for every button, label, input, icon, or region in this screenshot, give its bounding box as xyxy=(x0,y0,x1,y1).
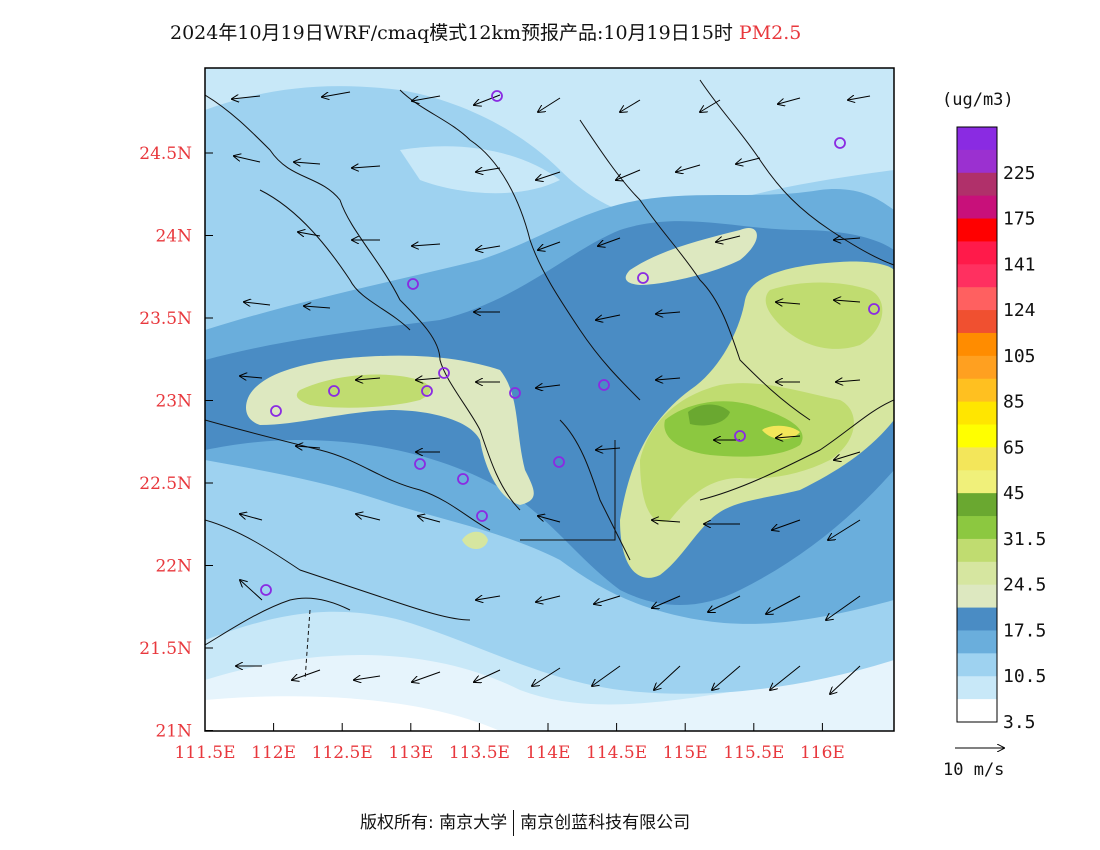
colorbar-swatch xyxy=(957,127,997,151)
colorbar-swatch xyxy=(957,424,997,448)
colorbar-label: 225 xyxy=(1003,163,1036,184)
lat-tick-label: 23.5N xyxy=(139,309,192,329)
colorbar-swatch xyxy=(957,447,997,471)
colorbar-frame xyxy=(956,126,998,723)
station-markers xyxy=(260,90,880,596)
colorbar-label: 31.5 xyxy=(1003,529,1046,550)
lat-tick-label: 24.5N xyxy=(139,144,192,164)
lat-tick-label: 21.5N xyxy=(139,639,192,659)
colorbar-label: 85 xyxy=(1003,392,1025,413)
latitude-axis: 24.5N 24N 23.5N 23N 22.5N 22N 21.5N 21N xyxy=(139,144,213,742)
lon-tick-label: 113.5E xyxy=(449,743,510,763)
lon-tick-label: 116E xyxy=(800,743,845,763)
lon-tick-label: 111.5E xyxy=(174,743,235,763)
colorbar-swatch xyxy=(957,149,997,174)
lon-tick-label: 113E xyxy=(388,743,433,763)
wind-vectors xyxy=(232,91,871,694)
lon-tick-label: 114E xyxy=(526,743,571,763)
colorbar-label: 24.5 xyxy=(1003,575,1046,596)
colorbar-swatch xyxy=(957,378,997,403)
colorbar-swatch xyxy=(957,332,997,357)
longitude-axis: 111.5E 112E 112.5E 113E 113.5E 114E 114.5E 115E… xyxy=(174,723,845,763)
colorbar-unit: (ug/m3) xyxy=(942,90,1014,110)
lon-tick-label: 112E xyxy=(251,743,296,763)
boundaries xyxy=(205,79,894,681)
footer-left: 版权所有: 南京大学 xyxy=(360,813,508,833)
colorbar-label: 141 xyxy=(1003,254,1036,275)
colorbar-swatch xyxy=(957,241,997,265)
colorbar-swatch xyxy=(957,287,997,311)
pollutant-label: PM2.5 xyxy=(738,22,802,44)
footer-right: 南京创蓝科技有限公司 xyxy=(520,813,691,833)
colorbar-label: 175 xyxy=(1003,209,1036,230)
colorbar-swatch xyxy=(957,264,997,288)
lat-tick-label: 23N xyxy=(155,392,192,412)
colorbar-swatch xyxy=(957,584,997,609)
lat-tick-label: 22.5N xyxy=(139,474,192,494)
colorbar-label: 124 xyxy=(1003,300,1036,321)
lon-tick-label: 115.5E xyxy=(723,743,784,763)
colorbar-swatch xyxy=(957,561,997,586)
copyright-footer: 版权所有: 南京大学 南京创蓝科技有限公司 xyxy=(360,808,690,836)
colorbar-label: 105 xyxy=(1003,346,1036,367)
colorbar-swatch xyxy=(957,630,997,654)
colorbar: 225 175 141 124 105 85 65 45 31.5 24.5 17.5 10.5 3.5 xyxy=(956,126,1046,733)
map-title: 2024年10月19日WRF/cmaq模式12km预报产品:10月19日15时 P… xyxy=(170,18,801,45)
colorbar-swatch xyxy=(957,470,997,494)
lat-tick-label: 21N xyxy=(155,722,192,742)
colorbar-swatch xyxy=(957,195,997,220)
title-text: 2024年10月19日WRF/cmaq模式12km预报产品:10月19日15时 xyxy=(170,22,733,44)
colorbar-label: 3.5 xyxy=(1003,712,1036,733)
wind-reference-label: 10 m/s xyxy=(943,760,1005,780)
colorbar-swatch xyxy=(957,699,997,723)
colorbar-swatch xyxy=(957,516,997,540)
lon-tick-label: 114.5E xyxy=(586,743,647,763)
colorbar-label: 10.5 xyxy=(1003,666,1046,687)
lon-tick-label: 112.5E xyxy=(312,743,373,763)
footer-separator xyxy=(513,810,515,836)
colorbar-swatch xyxy=(957,493,997,517)
colorbar-swatch xyxy=(957,676,997,700)
concentration-field xyxy=(205,68,894,731)
colorbar-swatch xyxy=(957,218,997,242)
colorbar-label: 65 xyxy=(1003,437,1025,458)
map-frame xyxy=(204,67,895,732)
lat-tick-label: 24N xyxy=(155,227,192,247)
colorbar-swatch xyxy=(957,401,997,425)
colorbar-swatch xyxy=(957,355,997,380)
lon-tick-label: 115E xyxy=(663,743,708,763)
colorbar-label: 17.5 xyxy=(1003,620,1046,641)
colorbar-swatch xyxy=(957,538,997,563)
colorbar-swatch xyxy=(957,653,997,677)
colorbar-swatch xyxy=(957,172,997,197)
colorbar-swatch xyxy=(957,607,997,631)
colorbar-swatch xyxy=(957,310,997,334)
lat-tick-label: 22N xyxy=(155,557,192,577)
colorbar-label: 45 xyxy=(1003,483,1025,504)
